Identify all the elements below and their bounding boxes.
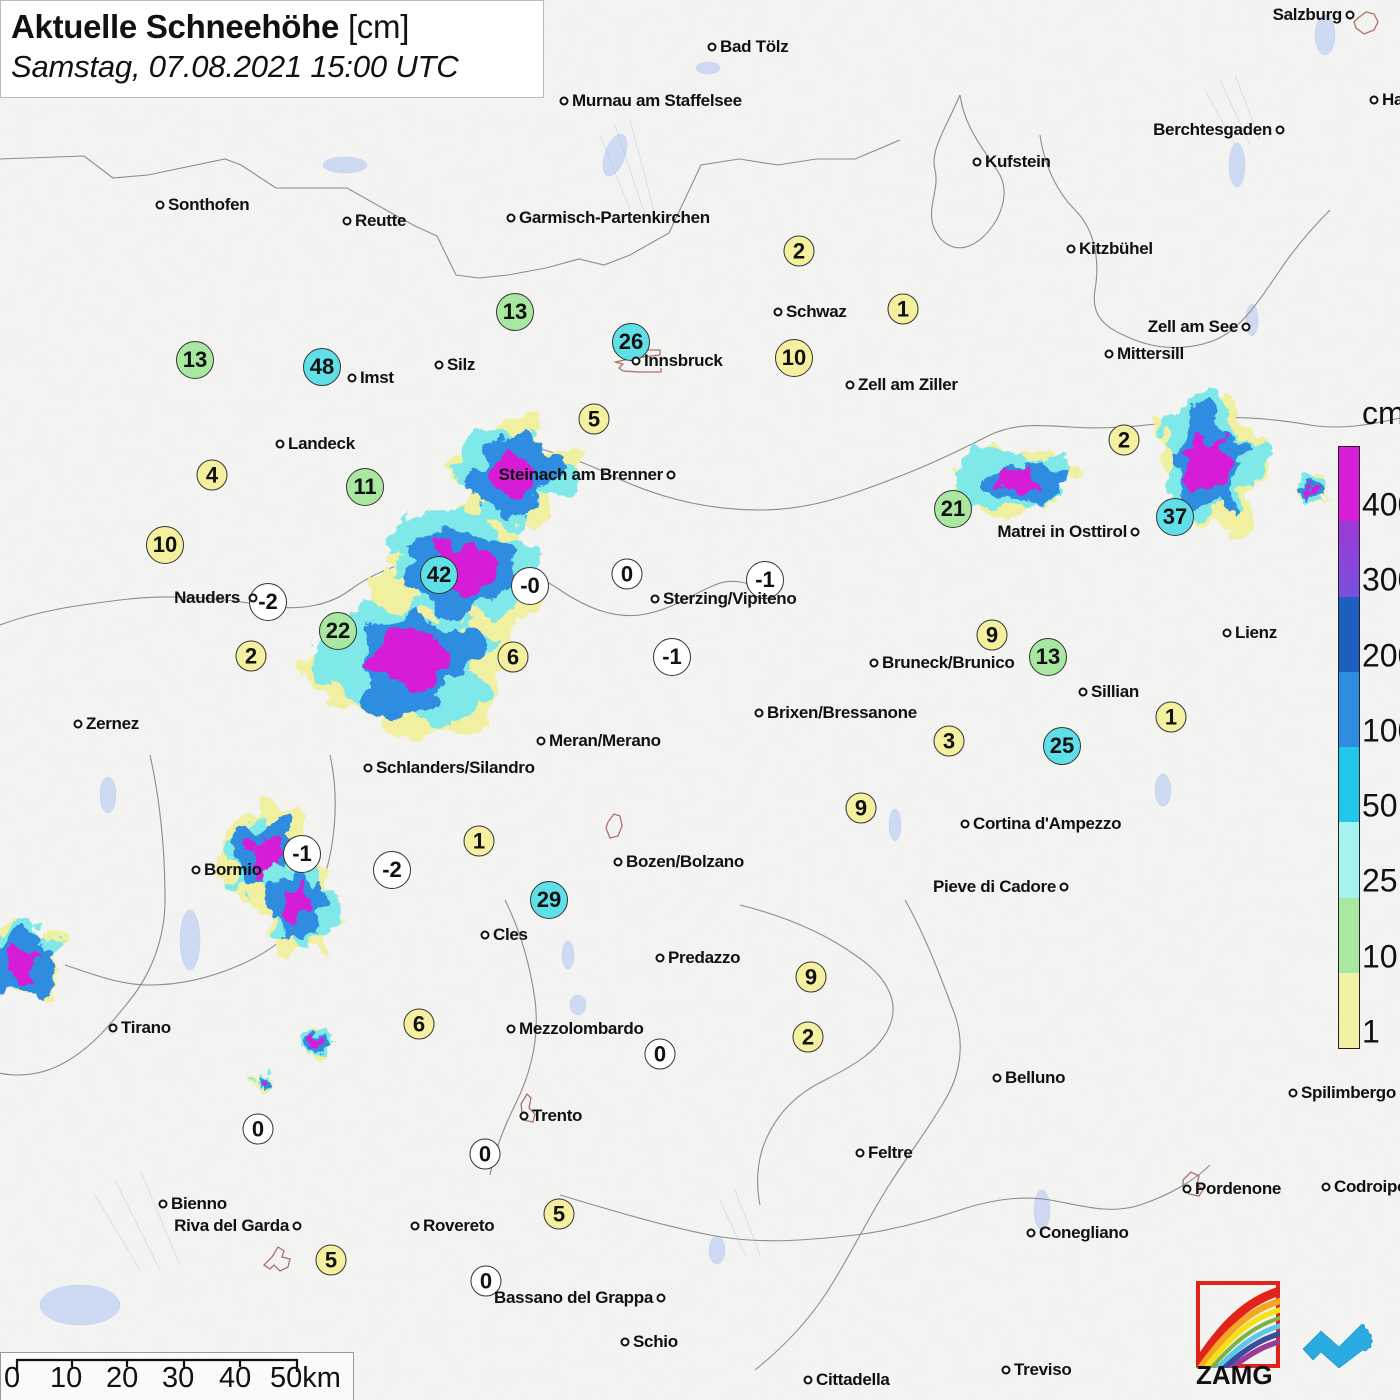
svg-text:ZAMG: ZAMG — [1196, 1360, 1273, 1386]
